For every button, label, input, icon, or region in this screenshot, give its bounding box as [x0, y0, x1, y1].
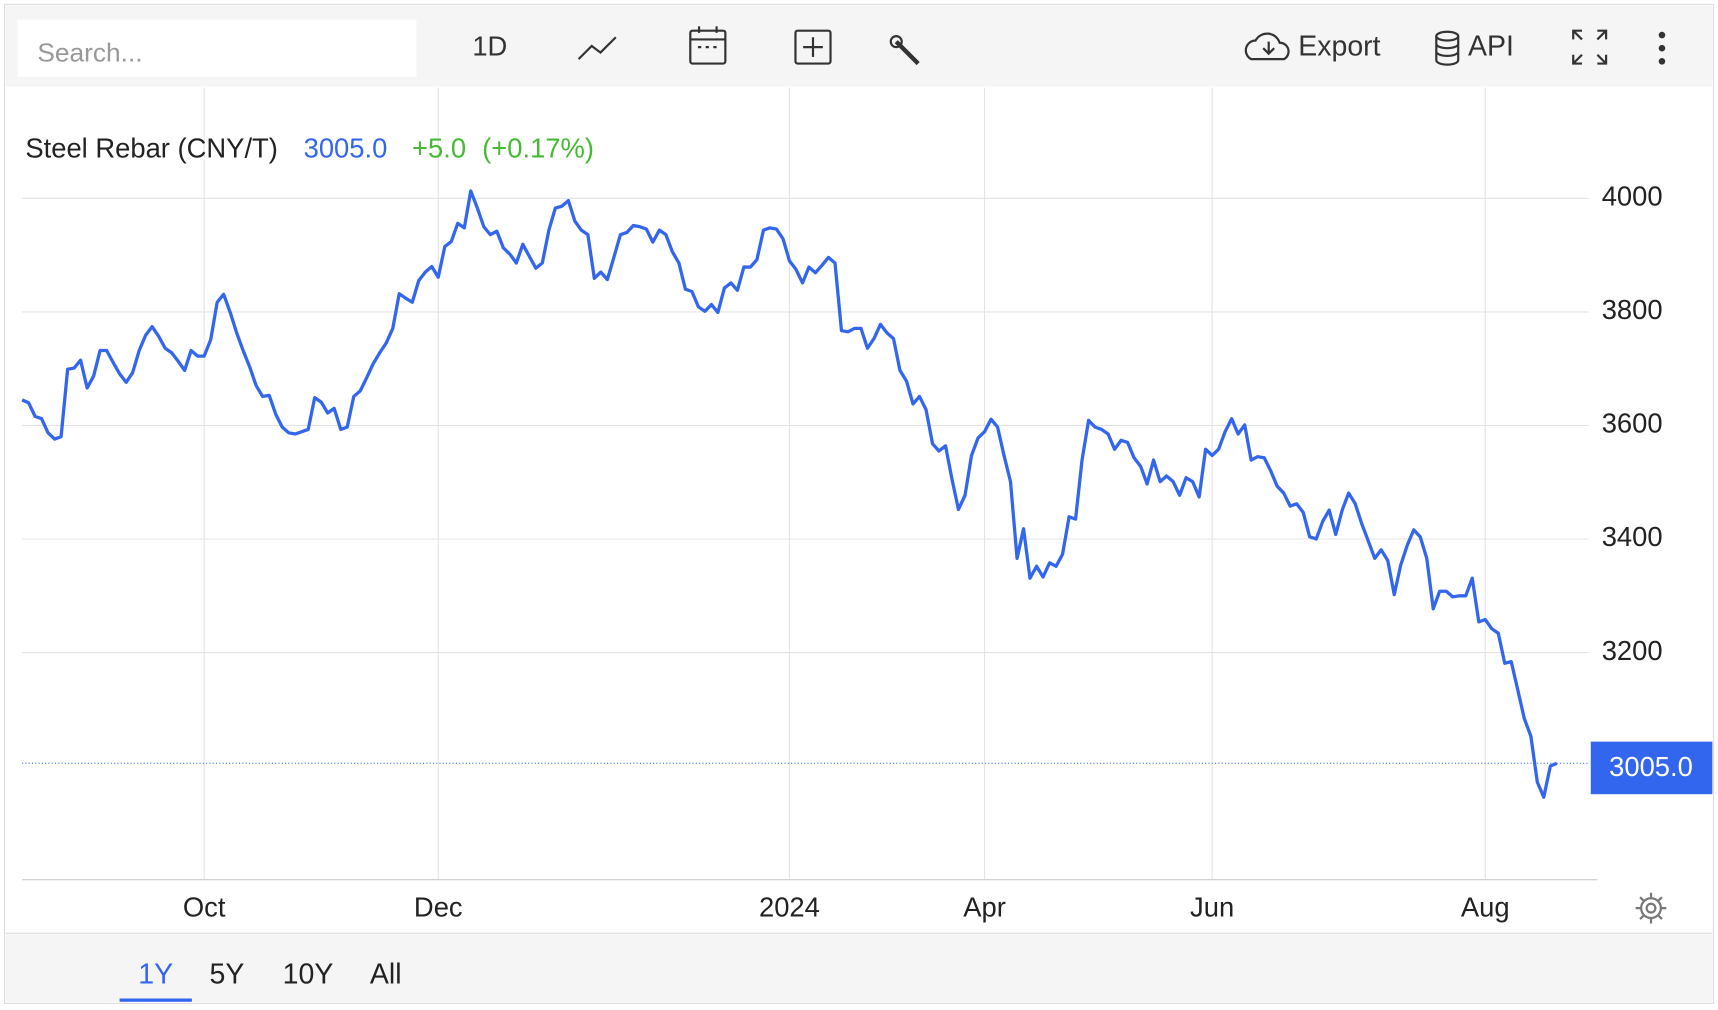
y-tick-label: 3600 [1602, 408, 1663, 439]
y-tick-label: 3400 [1602, 521, 1663, 552]
y-tick-label: 3200 [1602, 635, 1663, 666]
fullscreen-button[interactable] [1572, 29, 1608, 65]
add-button[interactable] [794, 29, 832, 65]
settings-button[interactable] [1635, 892, 1667, 924]
range-button[interactable]: All [370, 959, 402, 991]
x-tick-label: Dec [414, 891, 463, 922]
price-change: +5.0 [412, 132, 466, 163]
price-change-pct: (+0.17%) [482, 132, 594, 163]
last-price: 3005.0 [304, 132, 388, 163]
interval-button[interactable]: 1D [472, 30, 507, 61]
price-badge [1590, 741, 1713, 795]
x-tick-label: Jun [1190, 891, 1234, 922]
price-line [21, 189, 1558, 799]
range-button[interactable]: 1Y [138, 959, 173, 991]
calendar-button[interactable] [689, 26, 727, 65]
x-tick-label: 2024 [759, 891, 820, 922]
frame [4, 3, 1714, 1004]
series-name: Steel Rebar (CNY/T) [25, 132, 278, 163]
price-badge-label: 3005.0 [1609, 751, 1693, 782]
api-button[interactable]: API [1435, 30, 1514, 66]
range-buttons: 1Y 5Y 10Y All [119, 959, 402, 1002]
chart-type-button[interactable] [577, 36, 617, 60]
range-bar [5, 934, 1713, 1003]
menu-button[interactable] [1658, 31, 1666, 65]
plot: 3200 3400 3600 3800 4000 Oct Dec 2024 Apr Jun Aug [21, 87, 1663, 922]
export-label: Export [1298, 31, 1380, 63]
y-tick-label: 4000 [1602, 181, 1663, 212]
y-tick-label: 3800 [1602, 294, 1663, 325]
search-placeholder: Search... [37, 38, 142, 68]
x-tick-label: Apr [963, 891, 1006, 922]
search-box[interactable] [17, 19, 417, 77]
x-tick-label: Aug [1461, 891, 1510, 922]
range-button[interactable]: 5Y [210, 959, 245, 991]
export-button[interactable]: Export [1244, 31, 1381, 63]
range-button[interactable]: 10Y [283, 959, 334, 991]
x-tick-label: Oct [183, 891, 226, 922]
tools-button[interactable] [889, 35, 920, 66]
api-label: API [1468, 31, 1514, 63]
